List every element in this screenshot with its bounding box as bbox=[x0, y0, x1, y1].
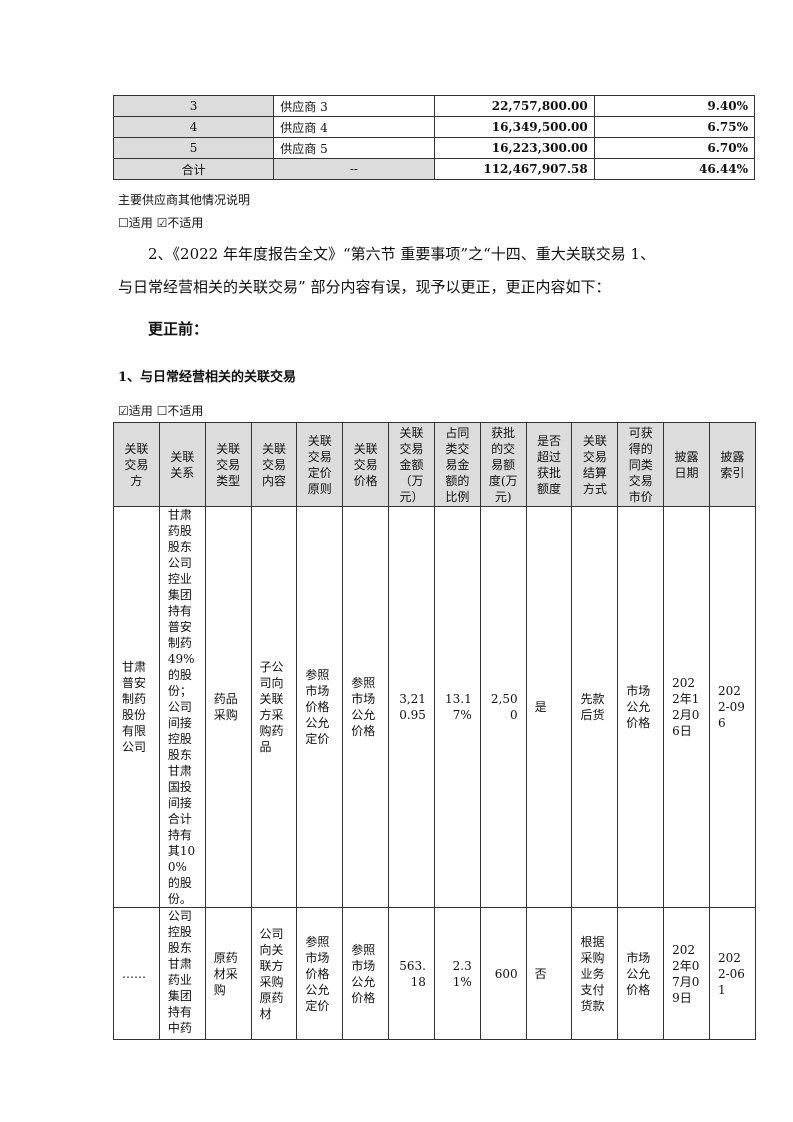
table-row: 5 供应商 5 16,223,300.00 6.70% bbox=[112, 137, 756, 159]
table-cell: 13.17% bbox=[433, 506, 481, 908]
column-header: 是否超过获批额度 bbox=[525, 422, 573, 507]
table-cell: 市场公允价格 bbox=[617, 907, 665, 1040]
table-cell: 6.70% bbox=[593, 137, 756, 159]
table-cell: -- bbox=[273, 158, 435, 180]
column-header: 关联交易定价原则 bbox=[296, 422, 344, 507]
column-header: 获批的交易额度(万元) bbox=[479, 422, 527, 507]
table-cell: 6.75% bbox=[593, 116, 756, 138]
table-cell: 2022-061 bbox=[708, 907, 756, 1040]
table-cell: …… bbox=[113, 907, 160, 1040]
column-header: 可获得的同类交易市价 bbox=[617, 422, 665, 507]
table-cell: 原药材采购 bbox=[204, 907, 252, 1040]
table-cell: 参照市场价格公允定价 bbox=[296, 506, 344, 908]
table-row: 甘肃普安制药股份有限公司 甘肃药股股东公司控业集团持有普安制药49%的股份；公司间… bbox=[113, 506, 756, 908]
table-cell: 4 bbox=[112, 116, 275, 138]
table-cell: 563.18 bbox=[388, 907, 435, 1040]
table-cell: 3 bbox=[112, 95, 275, 117]
table-cell: 112,467,907.58 bbox=[433, 158, 595, 180]
column-header: 披露日期 bbox=[663, 422, 710, 507]
column-header: 关联交易内容 bbox=[250, 422, 298, 507]
table-cell: 2,500 bbox=[479, 506, 527, 908]
table-cell: 药品采购 bbox=[204, 506, 252, 908]
table-cell: 参照市场公允价格 bbox=[342, 907, 390, 1040]
table-cell: 子公司向关联方采购药品 bbox=[250, 506, 298, 908]
section-title: 1、与日常经营相关的关联交易 bbox=[118, 370, 297, 385]
column-header: 关联交易类型 bbox=[204, 422, 252, 507]
table-cell: 参照市场公允价格 bbox=[342, 506, 390, 908]
table-cell: 供应商 4 bbox=[273, 116, 435, 138]
table-cell: 合计 bbox=[112, 158, 275, 180]
table-cell: 16,349,500.00 bbox=[433, 116, 595, 138]
table-cell: 甘肃普安制药股份有限公司 bbox=[113, 506, 160, 908]
table-cell: 3,210.95 bbox=[388, 506, 435, 908]
table-cell: 参照市场价格公允定价 bbox=[296, 907, 344, 1040]
table-cell: 公司向关联方采购原药材 bbox=[250, 907, 298, 1040]
supplier-note: 主要供应商其他情况说明 bbox=[118, 193, 251, 207]
column-header: 披露索引 bbox=[708, 422, 756, 507]
table-cell: 供应商 3 bbox=[273, 95, 435, 117]
column-header: 关联关系 bbox=[158, 422, 206, 507]
table-cell: 9.40% bbox=[593, 95, 756, 117]
table-cell: 2.31% bbox=[433, 907, 481, 1040]
table-cell: 公司控股股东甘肃药业集团持有中药 bbox=[158, 907, 206, 1040]
paragraph: 与日常经营相关的关联交易” 部分内容有误，现予以更正，更正内容如下： bbox=[118, 278, 611, 296]
table-cell: 根据采购业务支付货款 bbox=[571, 907, 619, 1040]
table-cell: 2022年12月06日 bbox=[663, 506, 710, 908]
related-transactions-table: 关联交易方 关联关系 关联交易类型 关联交易内容 关联交易定价原则 关联交易价格 关联交易金… bbox=[113, 422, 756, 1040]
paragraph: 2、《2022 年年度报告全文》“第六节 重要事项”之“十四、重大关联交易 1、 bbox=[148, 245, 656, 263]
column-header: 关联交易金额（万元） bbox=[388, 422, 435, 507]
table-cell: 否 bbox=[525, 907, 573, 1040]
section-applicable-checkbox[interactable]: ☑适用 ☐不适用 bbox=[118, 404, 204, 418]
header-row: 关联交易方 关联关系 关联交易类型 关联交易内容 关联交易定价原则 关联交易价格 关联交易金… bbox=[113, 422, 756, 507]
table-cell: 甘肃药股股东公司控业集团持有普安制药49%的股份；公司间接控股股东甘肃国投间接合… bbox=[158, 506, 206, 908]
table-cell: 是 bbox=[525, 506, 573, 908]
table-cell: 600 bbox=[479, 907, 527, 1040]
table-row: 3 供应商 3 22,757,800.00 9.40% bbox=[112, 95, 756, 117]
column-header: 关联交易方 bbox=[113, 422, 160, 507]
table-cell: 供应商 5 bbox=[273, 137, 435, 159]
table-row: 合计 -- 112,467,907.58 46.44% bbox=[112, 158, 756, 180]
table-cell: 16,223,300.00 bbox=[433, 137, 595, 159]
table-cell: 先款后货 bbox=[571, 506, 619, 908]
table-row: …… 公司控股股东甘肃药业集团持有中药 原药材采购 公司向关联方采购原药材 参照市场价格… bbox=[113, 907, 756, 1040]
column-header: 占同类交易金额的比例 bbox=[433, 422, 481, 507]
table-row: 4 供应商 4 16,349,500.00 6.75% bbox=[112, 116, 756, 138]
table-cell: 22,757,800.00 bbox=[433, 95, 595, 117]
before-title: 更正前： bbox=[148, 320, 209, 338]
table-cell: 市场公允价格 bbox=[617, 506, 665, 908]
table-cell: 2022年07月09日 bbox=[663, 907, 710, 1040]
table-cell: 2022-096 bbox=[708, 506, 756, 908]
table-cell: 5 bbox=[112, 137, 275, 159]
column-header: 关联交易结算方式 bbox=[571, 422, 619, 507]
supplier-table: 3 供应商 3 22,757,800.00 9.40% 4 供应商 4 16,349,500… bbox=[112, 95, 756, 180]
supplier-applicable-checkbox[interactable]: ☐适用 ☑不适用 bbox=[118, 216, 204, 230]
column-header: 关联交易价格 bbox=[342, 422, 390, 507]
table-cell: 46.44% bbox=[593, 158, 756, 180]
